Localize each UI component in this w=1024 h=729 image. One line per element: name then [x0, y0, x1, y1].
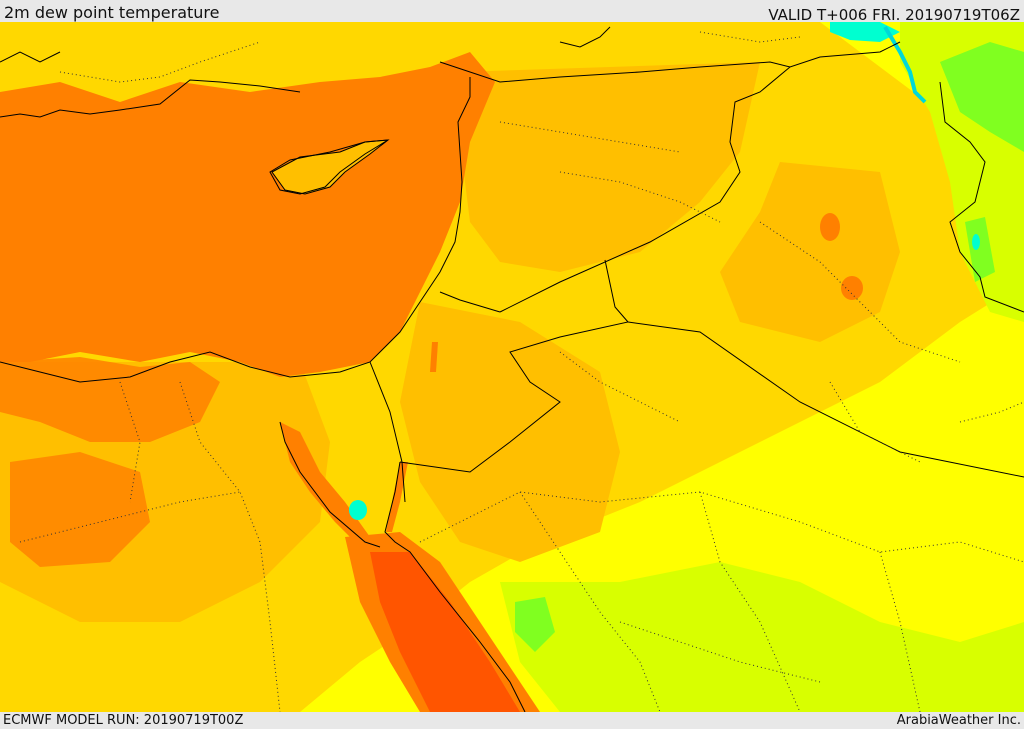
cyan-spot-zagros [972, 234, 980, 250]
field-yellow-green-arabia [500, 562, 1024, 712]
cyan-spot-sinai [349, 500, 367, 520]
red-sea-core [370, 552, 520, 712]
field-green-iran [940, 42, 1024, 152]
field-green-zagros [965, 217, 995, 282]
province-boundaries [19, 31, 1024, 712]
country-borders [0, 26, 1024, 712]
dead-sea [430, 342, 438, 372]
valid-time: VALID T+006 FRI. 20190719T06Z [768, 6, 1020, 24]
field-mid-orange-syria [460, 62, 760, 272]
mediterranean-sea [0, 52, 495, 377]
field-green-arabia [515, 597, 555, 652]
field-mid-orange-jordan [400, 302, 620, 562]
gulf-of-aqaba [386, 462, 408, 532]
gulf-of-suez [280, 422, 370, 547]
credit: ArabiaWeather Inc. [896, 713, 1021, 728]
cyan-river [883, 25, 927, 104]
dew-point-map[interactable] [0, 22, 1024, 712]
cyprus-island [271, 139, 390, 195]
model-run: ECMWF MODEL RUN: 20190719T00Z [3, 713, 244, 728]
sea-fringe-egypt [10, 452, 150, 567]
sea-fringe-south [0, 357, 220, 442]
header-bar: 2m dew point temperature VALID T+006 FRI… [0, 0, 1024, 24]
lake-tharthar [820, 213, 840, 241]
lake-razazah [841, 276, 863, 300]
map-title: 2m dew point temperature [4, 3, 220, 22]
map-canvas [0, 22, 1024, 712]
cyan-spot-north [830, 22, 900, 42]
footer-bar: ECMWF MODEL RUN: 20190719T00Z ArabiaWeat… [0, 712, 1024, 729]
